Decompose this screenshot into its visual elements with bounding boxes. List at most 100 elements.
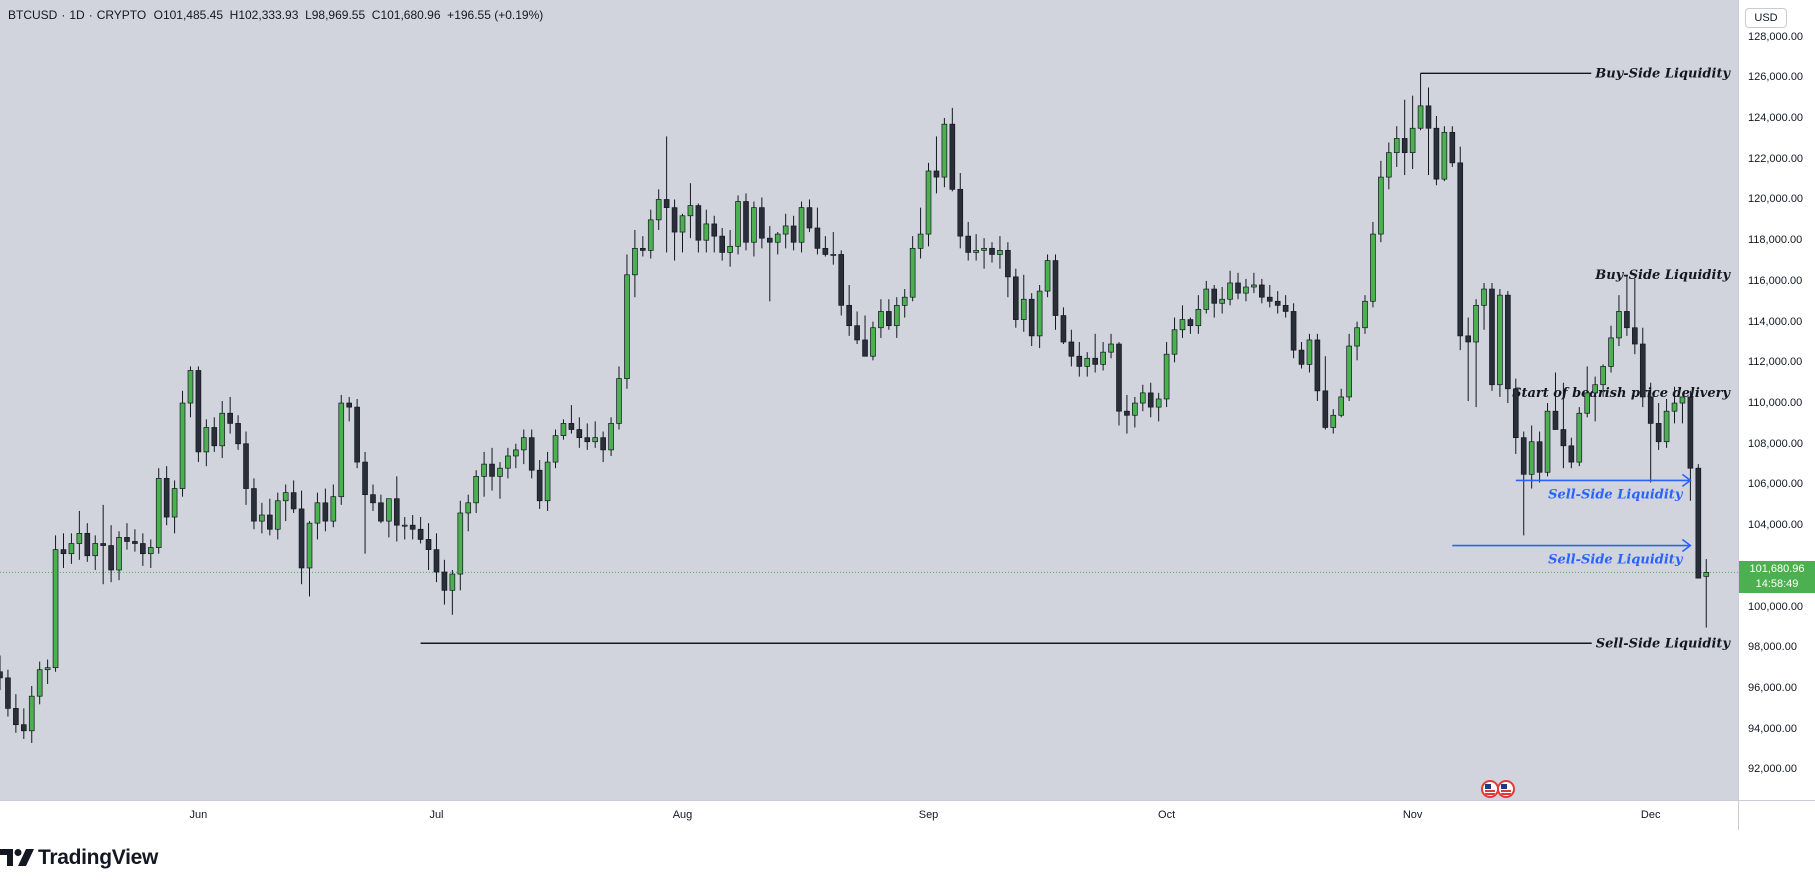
bullish-candle (1544, 410, 1551, 473)
tradingview-branding[interactable]: TradingView (0, 846, 158, 870)
price-tick-label: 106,000.00 (1748, 478, 1804, 491)
bearish-candle (132, 541, 138, 544)
bullish-candle (997, 250, 1003, 255)
bullish-candle (1362, 300, 1368, 329)
arrow-head-icon (1681, 473, 1692, 488)
bearish-candle (322, 502, 329, 522)
price-tick-label: 94,000.00 (1748, 722, 1797, 735)
bullish-candle (1497, 294, 1503, 386)
bullish-candle (560, 423, 567, 436)
bullish-candle (1473, 304, 1479, 343)
bearish-candle (124, 537, 130, 542)
bullish-candle (1346, 345, 1352, 398)
bearish-candle (1425, 105, 1432, 129)
annotation-label: Buy-Side Liquidity (1594, 268, 1731, 283)
bullish-candle (1163, 353, 1170, 400)
bullish-candle (1155, 398, 1162, 408)
price-tick-label: 104,000.00 (1748, 519, 1804, 532)
bearish-candle (1052, 260, 1059, 316)
bearish-candle (1322, 390, 1329, 428)
bearish-candle (1512, 388, 1519, 439)
annotation-label-background (1508, 383, 1734, 402)
bearish-candle (989, 247, 995, 255)
us-flag-event-icon[interactable] (1497, 780, 1515, 798)
price-tick-label: 128,000.00 (1748, 30, 1804, 43)
bullish-candle (306, 522, 313, 569)
bearish-candle (1274, 300, 1281, 306)
bearish-candle (100, 543, 106, 546)
bearish-candle (1282, 304, 1289, 312)
bullish-candle (925, 170, 932, 235)
price-tick-label: 118,000.00 (1748, 234, 1803, 247)
annotation-label-background (1591, 634, 1734, 653)
bearish-candle (886, 311, 892, 327)
bullish-candle (1409, 127, 1416, 154)
price-tick-label: 98,000.00 (1748, 641, 1797, 654)
bearish-candle (854, 325, 860, 341)
bullish-candle (1179, 319, 1186, 331)
bearish-candle (1624, 311, 1630, 329)
bearish-candle (1147, 392, 1154, 408)
bullish-candle (1417, 105, 1424, 129)
bearish-candle (235, 423, 241, 445)
bullish-candle (608, 423, 614, 451)
bearish-candle (409, 524, 416, 530)
bearish-candle (1457, 162, 1464, 337)
price-tick-label: 126,000.00 (1748, 71, 1804, 84)
us-flag-event-icon[interactable] (1481, 780, 1499, 798)
symbol-name[interactable]: BTCUSD (8, 8, 58, 22)
bearish-candle (1298, 349, 1305, 365)
chart-canvas[interactable] (0, 0, 1738, 800)
bearish-candle (433, 549, 440, 573)
chart-plot: Buy-Side Liquidity Buy-Side Liquidity Star… (0, 64, 1738, 744)
timeframe-label[interactable]: 1D (69, 8, 85, 22)
bearish-candle (140, 543, 146, 555)
bearish-candle (933, 170, 940, 178)
bullish-candle (878, 311, 884, 329)
bullish-candle (1338, 396, 1345, 416)
bearish-candle (1465, 335, 1471, 343)
bullish-candle (1370, 233, 1376, 302)
bearish-candle (806, 207, 813, 229)
bearish-candle (441, 571, 448, 591)
bullish-candle (1663, 410, 1670, 443)
bearish-candle (1187, 319, 1194, 327)
sell-side-label: Sell-Side Liquidity (1548, 553, 1684, 568)
bullish-candle (497, 467, 503, 477)
currency-button[interactable]: USD (1745, 8, 1787, 28)
bullish-candle (552, 435, 559, 463)
bearish-candle (695, 205, 702, 241)
axis-corner (1738, 800, 1815, 830)
bearish-candle (1028, 298, 1035, 337)
ohlc-values: O101,485.45 H102,333.93 L98,969.55 C101,… (153, 8, 544, 22)
time-axis[interactable] (0, 800, 1738, 830)
bullish-candle (147, 547, 154, 555)
bullish-candle (647, 219, 654, 251)
price-tick-label: 96,000.00 (1748, 682, 1797, 695)
bearish-candle (1266, 296, 1273, 302)
bullish-candle (386, 498, 392, 522)
bearish-candle (536, 469, 543, 502)
bearish-candle (1552, 410, 1559, 430)
price-tick-label: 92,000.00 (1748, 763, 1797, 776)
bullish-candle (1528, 441, 1535, 475)
exchange-label: CRYPTO (96, 8, 147, 22)
time-tick-label: Dec (1640, 809, 1661, 821)
bearish-candle (425, 539, 432, 550)
bullish-candle (1481, 288, 1487, 306)
time-tick-label: Jun (189, 809, 208, 821)
bearish-candle (1647, 396, 1654, 424)
annotation-label-background (1591, 64, 1734, 83)
price-axis[interactable] (1738, 0, 1815, 800)
bearish-candle (195, 370, 202, 453)
bearish-candle (1505, 294, 1511, 390)
bullish-candle (1036, 290, 1043, 337)
bearish-candle (227, 412, 233, 424)
bearish-candle (822, 247, 829, 255)
bullish-candle (187, 370, 194, 404)
bearish-candle (1520, 437, 1527, 475)
bearish-candle (584, 437, 591, 443)
bullish-candle (687, 205, 694, 217)
bullish-candle (870, 327, 876, 357)
bullish-candle (68, 543, 75, 555)
